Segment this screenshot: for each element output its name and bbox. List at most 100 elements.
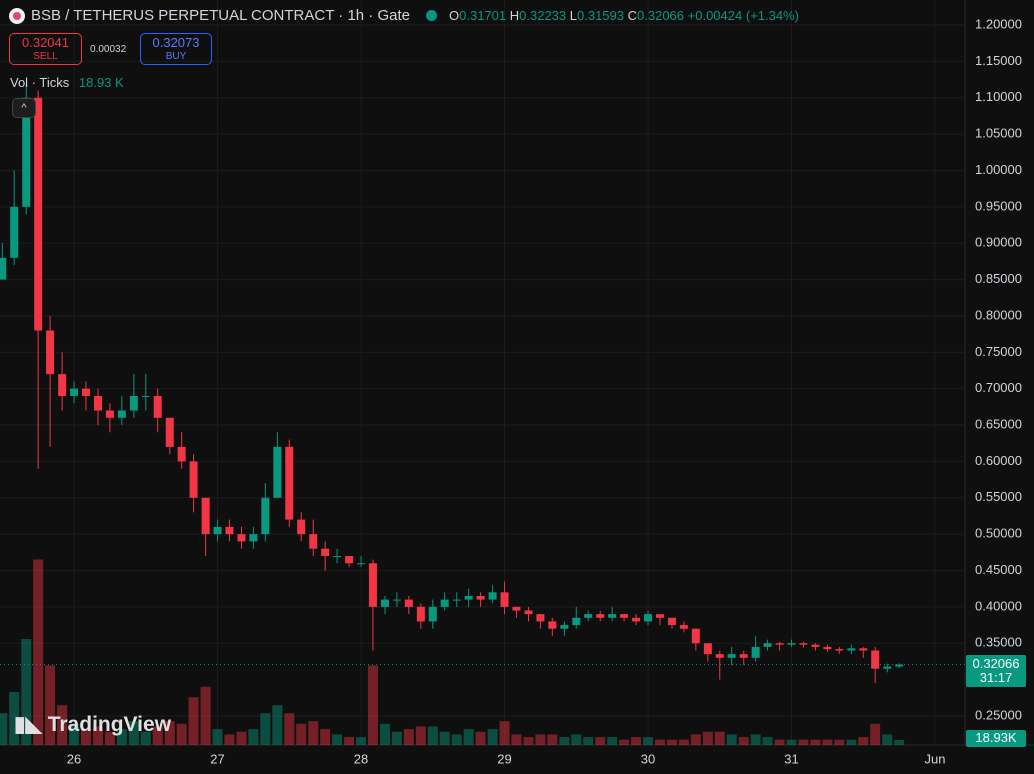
volume-bar [523, 737, 534, 745]
candle-body [440, 599, 449, 607]
candle-body [321, 548, 330, 556]
candle-body [10, 206, 19, 258]
candle-body [679, 625, 688, 629]
ohlc-value: 0.31701 [459, 8, 507, 23]
volume-bar [786, 739, 797, 745]
y-tick-label: 0.75000 [975, 344, 1022, 359]
candle-body [871, 650, 880, 669]
volume-bar [535, 734, 546, 745]
y-tick-label: 1.00000 [975, 162, 1022, 177]
volume-bar [80, 729, 91, 745]
y-tick-label: 0.60000 [975, 453, 1022, 468]
candle-body [58, 374, 67, 396]
candle-body [536, 614, 545, 622]
candle-body [357, 563, 366, 565]
candle-body [727, 654, 736, 658]
volume-bar [666, 739, 677, 745]
volume-bar [128, 721, 139, 745]
volume-bar [870, 723, 881, 745]
candle-body [512, 606, 521, 611]
volume-bar [236, 731, 247, 745]
volume-bar [9, 692, 20, 745]
candle-body [237, 534, 246, 542]
candle-body [775, 643, 784, 645]
candle-body [739, 654, 748, 658]
volume-bar [499, 721, 510, 745]
candle-body [225, 526, 234, 535]
candle-body [632, 617, 641, 622]
volume-bar [188, 697, 199, 745]
volume-bar [93, 726, 104, 745]
candle-body [572, 617, 581, 626]
change: +0.00424 [687, 8, 743, 23]
candle-body [524, 610, 533, 615]
candle-body [667, 617, 676, 626]
ohlc-legend: O0.31701 H0.32233 L0.31593 C0.32066 +0.0… [449, 8, 799, 23]
volume-bar [702, 731, 713, 745]
chart-title: BSB / TETHERUS PERPETUAL CONTRACT · 1h ·… [31, 7, 410, 24]
candle-body [847, 648, 856, 651]
volume-bar [738, 737, 749, 745]
volume-bar [511, 734, 522, 745]
volume-bar [260, 713, 271, 745]
volume-bar [367, 665, 378, 745]
volume-bar [607, 737, 618, 745]
volume-bar [619, 739, 630, 745]
candle-body [345, 555, 354, 564]
buy-price: 0.32073 [152, 35, 200, 50]
candle-body [452, 599, 461, 601]
candle-body [763, 643, 772, 647]
volume-bar [104, 731, 115, 745]
candle-body [655, 614, 664, 618]
y-tick-label: 0.50000 [975, 526, 1022, 541]
volume-bar [834, 739, 845, 745]
candle-body [333, 555, 342, 557]
volume-bar [403, 729, 414, 745]
volume-bar [762, 737, 773, 745]
candle-body [94, 395, 103, 411]
ohlc-key: C [627, 8, 638, 23]
volume-bar [344, 737, 355, 745]
volume-bar [654, 739, 665, 745]
candle-body [392, 599, 401, 601]
volume-bar [224, 734, 235, 745]
volume-bar [427, 726, 438, 745]
buy-button[interactable]: 0.32073 BUY [140, 33, 212, 65]
volume-bar [822, 739, 833, 745]
sell-button[interactable]: 0.32041 SELL [9, 33, 82, 65]
sell-price: 0.32041 [22, 35, 69, 50]
volume-bar [463, 729, 474, 745]
x-tick-label: 26 [67, 751, 81, 766]
last-price: 0.32066 [972, 656, 1020, 671]
candle-body [416, 606, 425, 622]
volume-bar [571, 734, 582, 745]
volume-legend: Vol · Ticks 18.93 K [10, 75, 124, 90]
candle-body [117, 410, 126, 418]
candle-body [823, 646, 832, 650]
candle-body [644, 614, 653, 622]
volume-bar [21, 639, 32, 745]
volume-value-label: 18.93K [966, 730, 1026, 747]
y-tick-label: 0.55000 [975, 489, 1022, 504]
candle-body [189, 461, 198, 498]
spread: 0.00032 [90, 44, 127, 55]
candle-body [811, 644, 820, 647]
volume-bar [332, 734, 343, 745]
volume-bar [356, 737, 367, 745]
y-tick-label: 0.95000 [975, 198, 1022, 213]
candle-body [0, 257, 7, 280]
collapse-button[interactable]: ^ [12, 98, 36, 118]
volume-bar [33, 559, 44, 745]
y-tick-label: 0.80000 [975, 307, 1022, 322]
candle-body [213, 526, 222, 535]
volume-bar [320, 729, 331, 745]
volume-bar [140, 731, 151, 745]
volume-bar [583, 737, 594, 745]
y-tick-label: 0.45000 [975, 562, 1022, 577]
candle-body [584, 614, 593, 618]
candle-body [500, 592, 509, 607]
change-pct: (+1.34%) [745, 8, 799, 23]
candle-body [201, 497, 210, 535]
